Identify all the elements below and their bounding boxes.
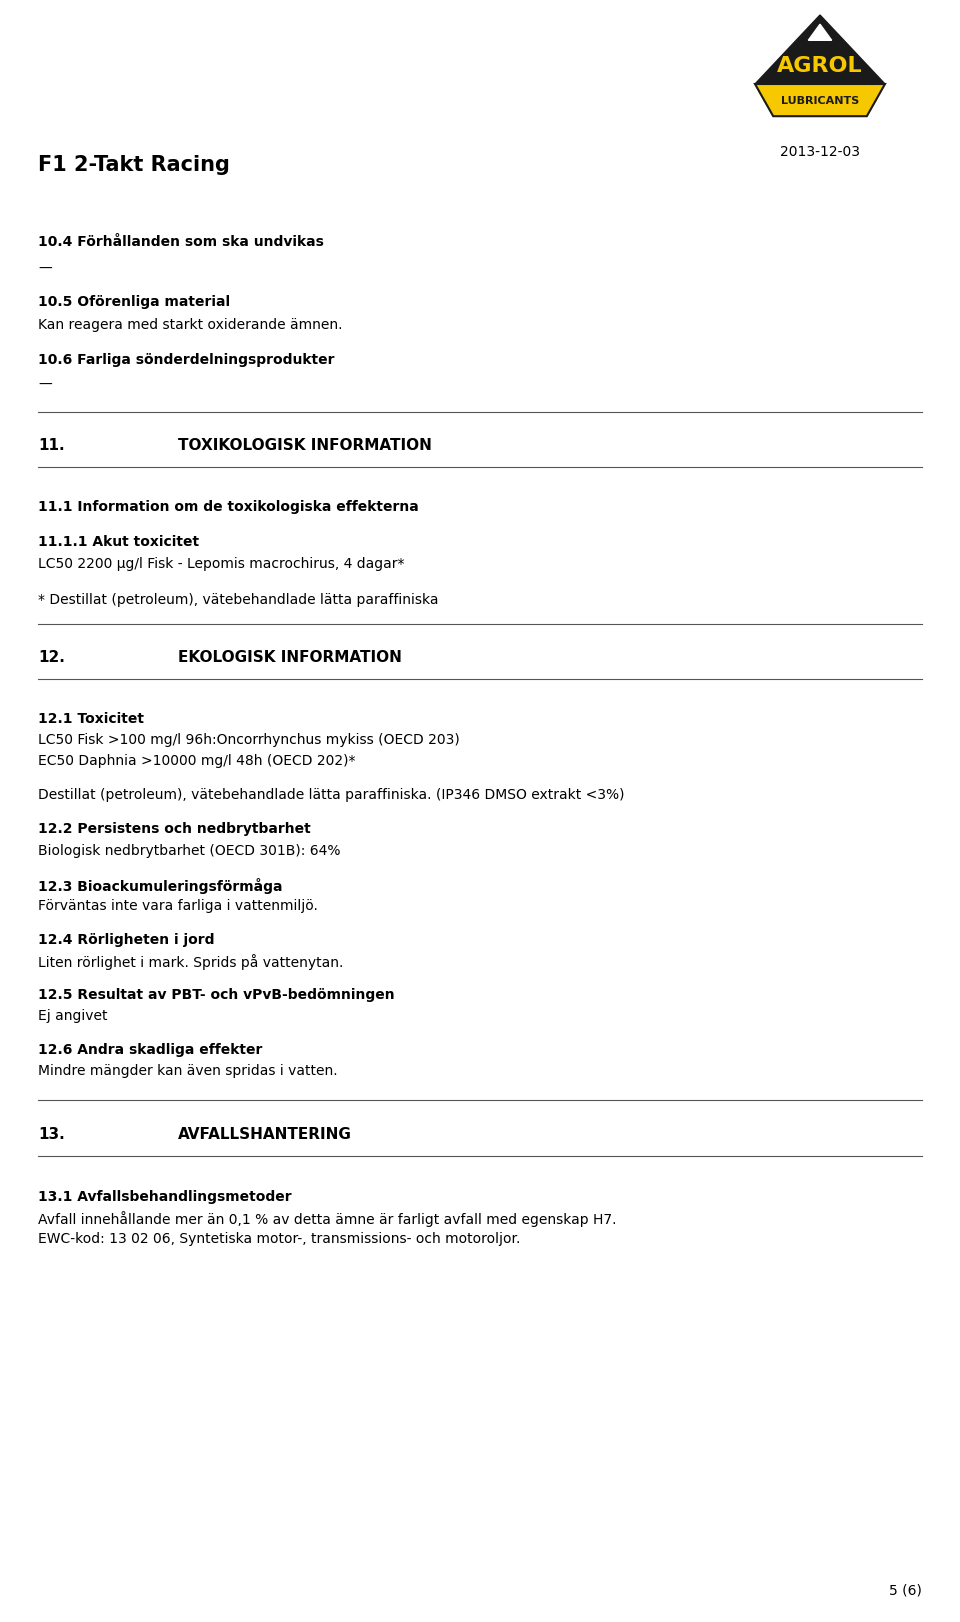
Text: 12.5 Resultat av PBT- och vPvB-bedömningen: 12.5 Resultat av PBT- och vPvB-bedömning…: [38, 988, 395, 1002]
Text: Biologisk nedbrytbarhet (OECD 301B): 64%: Biologisk nedbrytbarhet (OECD 301B): 64%: [38, 843, 341, 858]
Text: LUBRICANTS: LUBRICANTS: [780, 96, 859, 107]
Text: EWC-kod: 13 02 06, Syntetiska motor-, transmissions- och motoroljor.: EWC-kod: 13 02 06, Syntetiska motor-, tr…: [38, 1233, 520, 1246]
Text: TOXIKOLOGISK INFORMATION: TOXIKOLOGISK INFORMATION: [178, 438, 432, 453]
Text: Förväntas inte vara farliga i vattenmiljö.: Förväntas inte vara farliga i vattenmilj…: [38, 899, 318, 913]
Text: 10.4 Förhållanden som ska undvikas: 10.4 Förhållanden som ska undvikas: [38, 235, 324, 250]
Text: F1 2-Takt Racing: F1 2-Takt Racing: [38, 156, 229, 175]
Text: 10.6 Farliga sönderdelningsprodukter: 10.6 Farliga sönderdelningsprodukter: [38, 354, 334, 367]
Text: Liten rörlighet i mark. Sprids på vattenytan.: Liten rörlighet i mark. Sprids på vatten…: [38, 954, 344, 970]
Polygon shape: [755, 84, 885, 117]
Text: 2013-12-03: 2013-12-03: [780, 144, 860, 159]
Text: 12.: 12.: [38, 650, 65, 665]
Text: AGROL: AGROL: [778, 55, 863, 76]
Text: Avfall innehållande mer än 0,1 % av detta ämne är farligt avfall med egenskap H7: Avfall innehållande mer än 0,1 % av dett…: [38, 1212, 616, 1226]
Text: LC50 Fisk >100 mg/l 96h:Oncorrhynchus mykiss (OECD 203): LC50 Fisk >100 mg/l 96h:Oncorrhynchus my…: [38, 733, 460, 748]
Text: EKOLOGISK INFORMATION: EKOLOGISK INFORMATION: [178, 650, 402, 665]
Text: 11.: 11.: [38, 438, 64, 453]
Text: —: —: [38, 263, 52, 276]
Text: 12.6 Andra skadliga effekter: 12.6 Andra skadliga effekter: [38, 1043, 262, 1058]
Text: 12.3 Bioackumuleringsförmåga: 12.3 Bioackumuleringsförmåga: [38, 878, 282, 894]
Text: 12.2 Persistens och nedbrytbarhet: 12.2 Persistens och nedbrytbarhet: [38, 822, 311, 835]
Text: Kan reagera med starkt oxiderande ämnen.: Kan reagera med starkt oxiderande ämnen.: [38, 318, 343, 333]
Polygon shape: [808, 24, 831, 41]
Text: 13.: 13.: [38, 1127, 64, 1142]
Text: * Destillat (petroleum), vätebehandlade lätta paraffiniska: * Destillat (petroleum), vätebehandlade …: [38, 594, 439, 607]
Text: Destillat (petroleum), vätebehandlade lätta paraffiniska. (IP346 DMSO extrakt <3: Destillat (petroleum), vätebehandlade lä…: [38, 788, 625, 801]
Text: 12.4 Rörligheten i jord: 12.4 Rörligheten i jord: [38, 933, 214, 947]
Text: AVFALLSHANTERING: AVFALLSHANTERING: [178, 1127, 352, 1142]
Text: LC50 2200 μg/l Fisk - Lepomis macrochirus, 4 dagar*: LC50 2200 μg/l Fisk - Lepomis macrochiru…: [38, 556, 404, 571]
Text: —: —: [38, 378, 52, 393]
Text: 12.1 Toxicitet: 12.1 Toxicitet: [38, 712, 144, 727]
Text: 5 (6): 5 (6): [889, 1583, 922, 1598]
Text: EC50 Daphnia >10000 mg/l 48h (OECD 202)*: EC50 Daphnia >10000 mg/l 48h (OECD 202)*: [38, 754, 355, 767]
Text: 11.1 Information om de toxikologiska effekterna: 11.1 Information om de toxikologiska eff…: [38, 500, 419, 514]
Text: Ej angivet: Ej angivet: [38, 1009, 108, 1023]
Polygon shape: [755, 15, 885, 84]
Text: 10.5 Oförenliga material: 10.5 Oförenliga material: [38, 295, 230, 310]
Text: 11.1.1 Akut toxicitet: 11.1.1 Akut toxicitet: [38, 535, 199, 548]
Text: Mindre mängder kan även spridas i vatten.: Mindre mängder kan även spridas i vatten…: [38, 1064, 338, 1079]
Text: 13.1 Avfallsbehandlingsmetoder: 13.1 Avfallsbehandlingsmetoder: [38, 1191, 292, 1204]
